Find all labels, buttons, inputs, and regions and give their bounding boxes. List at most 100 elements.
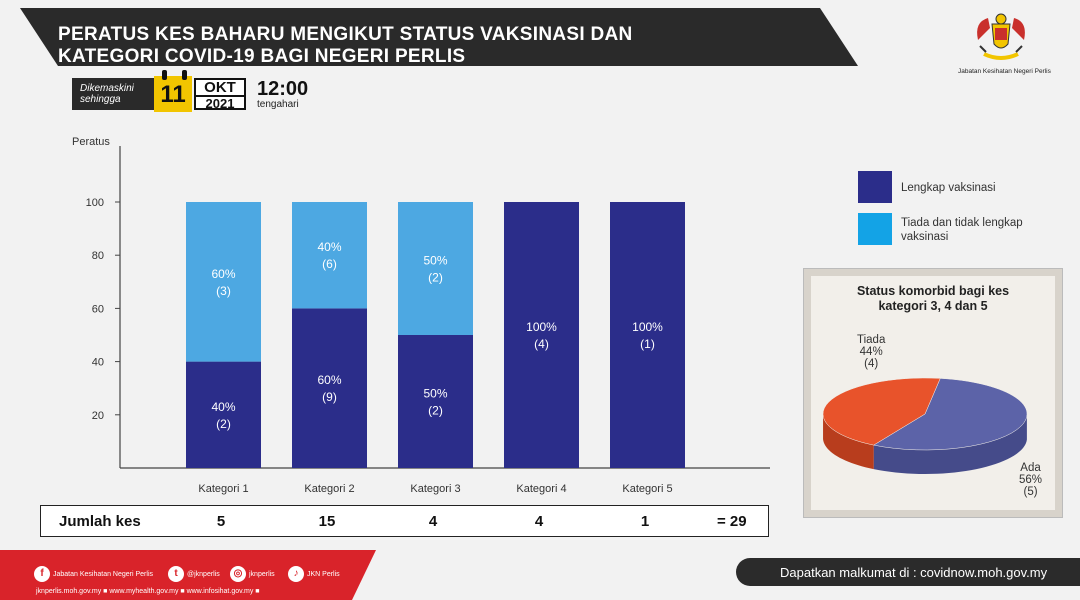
twitter-icon: t <box>168 566 184 582</box>
bar-lengkap <box>504 202 579 468</box>
total-sum: = 29 <box>717 513 747 530</box>
pie-label-ada-count: (5) <box>1023 486 1038 498</box>
update-month-year: OKT 2021 <box>194 78 246 111</box>
total-kategori-1: 5 <box>216 513 226 530</box>
pie-label-ada-pct: 56% <box>1019 474 1043 486</box>
bar-label-lengkap-pct: 100% <box>632 320 663 334</box>
bar-label-lengkap-pct: 100% <box>526 320 557 334</box>
social-twitter[interactable]: t @jknperlis <box>168 566 220 582</box>
comorbid-pie-inner: Status komorbid bagi kes kategori 3, 4 d… <box>811 276 1055 510</box>
x-tick-label: Kategori 1 <box>198 483 248 495</box>
pie-label-ada-name: Ada <box>1020 462 1041 474</box>
update-day: 11 <box>154 76 192 112</box>
update-label-line2: sehingga <box>80 94 121 105</box>
comorbid-pie-panel: Status komorbid bagi kes kategori 3, 4 d… <box>803 268 1063 518</box>
social-instagram[interactable]: ◎ jknperlis <box>230 566 275 582</box>
bar-label-lengkap-count: (4) <box>534 337 549 351</box>
facebook-icon: f <box>34 566 50 582</box>
bar-label-tiada-count: (2) <box>428 271 443 285</box>
social-tiktok-text: JKN Perlis <box>307 570 340 578</box>
bar-label-lengkap-count: (9) <box>322 390 337 404</box>
title-banner: PERATUS KES BAHARU MENGIKUT STATUS VAKSI… <box>0 8 860 68</box>
calendar-ring-icon <box>162 70 167 80</box>
y-tick-label: 60 <box>92 303 104 315</box>
x-tick-label: Kategori 5 <box>622 483 672 495</box>
footer-red-band <box>0 550 376 600</box>
total-kategori-4: 4 <box>534 513 544 530</box>
totals-label: Jumlah kes <box>59 513 141 530</box>
update-year: 2021 <box>205 96 235 111</box>
social-twitter-text: @jknperlis <box>187 570 220 578</box>
bar-tiada <box>186 202 261 362</box>
bar-label-tiada-pct: 60% <box>211 267 235 281</box>
department-name: Jabatan Kesihatan Negeri Perlis <box>958 68 1051 75</box>
calendar-ring-icon <box>182 70 187 80</box>
page-title: PERATUS KES BAHARU MENGIKUT STATUS VAKSI… <box>58 24 633 68</box>
social-facebook[interactable]: f Jabatan Kesihatan Negeri Perlis <box>34 566 153 582</box>
pie-title-line1: Status komorbid bagi kes <box>856 284 1010 298</box>
legend-swatch-full <box>858 171 892 203</box>
legend-swatch-partial <box>858 213 892 245</box>
update-time-label: tengahari <box>257 99 299 110</box>
pie-slice-ada <box>873 378 1028 451</box>
pie-label-tiada-name: Tiada <box>857 334 886 346</box>
bar-label-lengkap-pct: 50% <box>423 387 447 401</box>
bar-lengkap <box>292 308 367 468</box>
tiktok-icon: ♪ <box>288 566 304 582</box>
bar-tiada <box>292 202 367 309</box>
bar-tiada <box>398 202 473 335</box>
pie-slice-tiada-side <box>823 415 874 470</box>
social-tiktok[interactable]: ♪ JKN Perlis <box>288 566 340 582</box>
x-tick-label: Kategori 2 <box>304 483 354 495</box>
instagram-icon: ◎ <box>230 566 246 582</box>
state-crest-icon <box>970 10 1032 66</box>
update-label-line1: Dikemaskini <box>80 83 134 94</box>
total-kategori-3: 4 <box>428 513 438 530</box>
update-date-box: Dikemaskini sehingga 11 OKT 2021 <box>72 70 246 116</box>
x-tick-label: Kategori 4 <box>516 483 566 495</box>
title-banner-shape <box>20 8 858 66</box>
pie-label-tiada-count: (4) <box>864 358 879 370</box>
page-title-line2: KATEGORI COVID-19 BAGI NEGERI PERLIS <box>58 46 466 67</box>
pie-title: Status komorbid bagi kes kategori 3, 4 d… <box>811 284 1055 314</box>
social-facebook-text: Jabatan Kesihatan Negeri Perlis <box>53 570 154 578</box>
legend-label-partial: Tiada dan tidak lengkap vaksinasi <box>901 217 1023 243</box>
total-kategori-2: 15 <box>318 513 336 530</box>
social-instagram-text: jknperlis <box>249 570 275 578</box>
page-title-line1: PERATUS KES BAHARU MENGIKUT STATUS VAKSI… <box>58 24 633 45</box>
total-kategori-5: 1 <box>640 513 650 530</box>
totals-row: Jumlah kes 5 15 4 4 1 = 29 <box>40 505 769 537</box>
comorbid-pie-chart <box>822 377 1028 474</box>
y-tick-label: 100 <box>86 197 104 209</box>
legend-label-full: Lengkap vaksinasi <box>901 182 996 194</box>
bar-label-lengkap-pct: 40% <box>211 400 235 414</box>
bar-label-tiada-pct: 40% <box>317 240 341 254</box>
bar-label-lengkap-count: (1) <box>640 337 655 351</box>
bar-label-lengkap-pct: 60% <box>317 373 341 387</box>
bar-label-tiada-count: (3) <box>216 284 231 298</box>
y-axis-title: Peratus <box>72 136 110 148</box>
pie-label-tiada-pct: 44% <box>859 346 883 358</box>
bar-lengkap <box>186 361 261 468</box>
pie-slice-ada-side <box>873 415 1027 474</box>
footer-links[interactable]: jknperlis.moh.gov.my ■ www.myhealth.gov.… <box>36 588 260 595</box>
bar-label-lengkap-count: (2) <box>216 417 231 431</box>
update-label: Dikemaskini sehingga <box>72 78 154 110</box>
pie-title-line2: kategori 3, 4 dan 5 <box>878 299 988 313</box>
footer-info-text[interactable]: Dapatkan malkumat di : covidnow.moh.gov.… <box>780 565 1048 580</box>
y-tick-label: 40 <box>92 357 104 369</box>
pie-label-tiada: Tiada 44% (4) <box>857 334 885 370</box>
bar-lengkap <box>610 202 685 468</box>
update-time: 12:00 <box>257 78 309 100</box>
pie-slice-tiada <box>822 377 941 446</box>
footer-info-pill: Dapatkan malkumat di : covidnow.moh.gov.… <box>736 558 1080 586</box>
bar-lengkap <box>398 335 473 468</box>
bar-label-tiada-pct: 50% <box>423 254 447 268</box>
bar-label-tiada-count: (6) <box>322 257 337 271</box>
bar-label-lengkap-count: (2) <box>428 404 443 418</box>
pie-label-ada: Ada 56% (5) <box>1019 462 1042 498</box>
y-tick-label: 80 <box>92 250 104 262</box>
y-tick-label: 20 <box>92 410 104 422</box>
update-month: OKT <box>196 80 244 97</box>
